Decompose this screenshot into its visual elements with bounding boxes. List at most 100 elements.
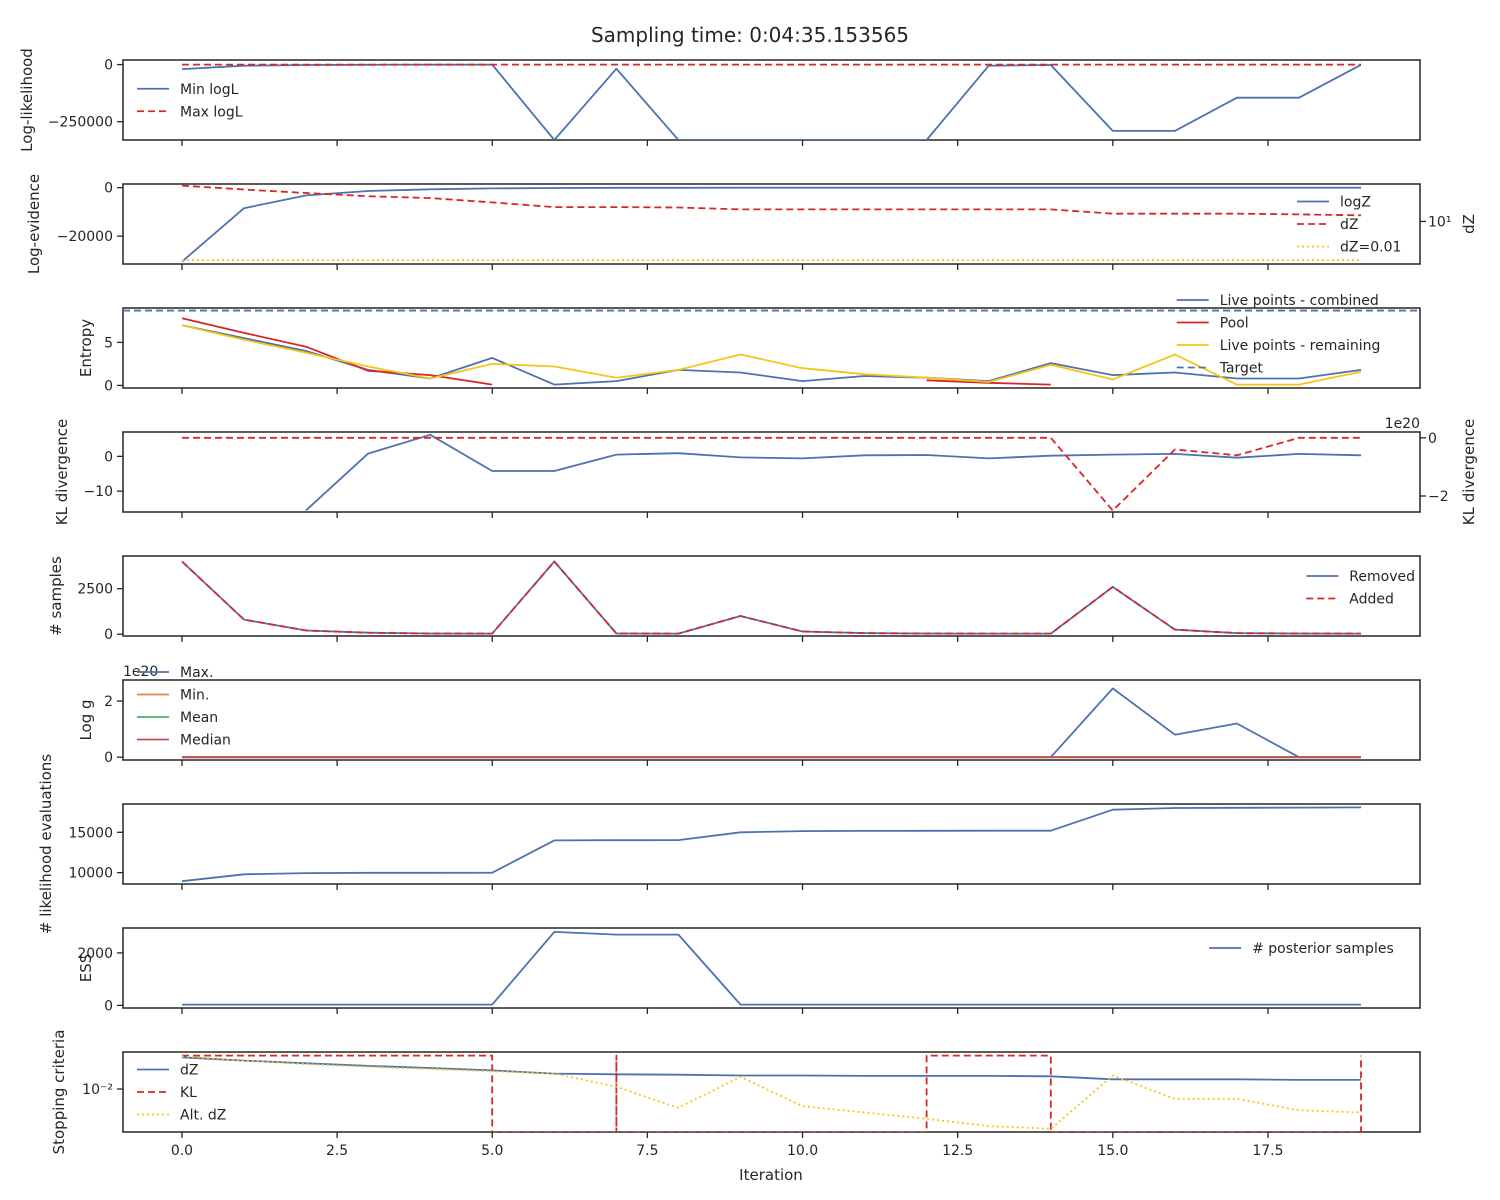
legend-label: # posterior samples: [1252, 941, 1394, 957]
y-tick-label: 0: [104, 378, 113, 394]
axes-frame: [122, 307, 1421, 389]
series-group: [181, 806, 1362, 883]
series-line-0: [182, 931, 1361, 1006]
legend-label: dZ=0.01: [1340, 240, 1401, 256]
axes-frame: [122, 927, 1421, 1009]
right-axis-label: KL divergence: [1460, 419, 1478, 525]
y-tick-label: 0: [104, 998, 113, 1014]
legend-label: Median: [180, 733, 231, 749]
axes-frame: [122, 555, 1421, 637]
x-tick-label: 12.5: [942, 1143, 973, 1159]
right-axis-label: dZ: [1460, 214, 1478, 234]
x-tick-label: 0.0: [171, 1143, 193, 1159]
y-axis-label: # samples: [47, 556, 65, 636]
y-axis-label: Entropy: [77, 319, 95, 377]
legend-label: Target: [1219, 361, 1264, 377]
series-line-0: [181, 560, 1362, 635]
legend-label: Mean: [180, 710, 218, 726]
y-tick-label: 0: [104, 750, 113, 766]
axes-frame: [122, 431, 1421, 513]
panel-4: 0 2500 # samples Removed Added: [47, 555, 1421, 643]
legend-label: Max.: [180, 665, 213, 681]
x-tick-label: 17.5: [1252, 1143, 1283, 1159]
x-tick-label: 15.0: [1097, 1143, 1128, 1159]
series-group: [182, 931, 1361, 1006]
y-axis-label: Log-likelihood: [18, 48, 36, 152]
figure-title: Sampling time: 0:04:35.153565: [591, 23, 909, 47]
series-line-0: [305, 433, 1362, 511]
panel-8: 0.0 2.5 5.0 7.5 10.0 12.5 15.0 17.5 10⁻² Stopping…: [50, 1030, 1421, 1159]
right-scale-note: 1e20: [1385, 416, 1420, 432]
right-tick-label: −2: [1428, 489, 1449, 505]
y-tick-label: −250000: [48, 115, 113, 131]
panel-1: 0 −20000 Log-evidence 10¹ dZ logZ dZ dZ=0.01: [25, 174, 1478, 274]
y-tick-label: 0: [104, 58, 113, 74]
legend-label: Min.: [180, 688, 209, 704]
x-tick-label: 10.0: [787, 1143, 818, 1159]
y-axis-label: # likelihood evaluations: [37, 754, 55, 934]
series-group: [181, 184, 1362, 263]
series-line-0: [182, 687, 1361, 759]
legend-label: Added: [1349, 592, 1394, 608]
series-line-0: [181, 806, 1362, 883]
legend-label: KL: [180, 1085, 197, 1101]
legend-label: logZ: [1340, 195, 1371, 211]
panel-7: 2000 0 ESS # posterior samples: [77, 927, 1421, 1014]
legend-label: dZ: [1340, 217, 1358, 233]
legend-label: Alt. dZ: [180, 1108, 226, 1124]
x-tick-label: 2.5: [326, 1143, 348, 1159]
series-group: [182, 687, 1361, 759]
series-line-2: [181, 1055, 1362, 1130]
axes-frame: [122, 59, 1421, 141]
series-line-0: [181, 324, 1362, 386]
x-axis-label: Iteration: [739, 1166, 803, 1184]
y-tick-label: 2: [104, 694, 113, 710]
legend-label: Live points - combined: [1220, 293, 1379, 309]
y-tick-label: 2000: [77, 946, 113, 962]
series-line-0: [181, 1056, 1361, 1081]
y-tick-label: −10: [83, 484, 113, 500]
series-line-1: [182, 436, 1361, 512]
series-group: [182, 433, 1362, 512]
series-line-1: [181, 317, 1051, 386]
right-tick-label: 0: [1428, 431, 1437, 447]
legend-label: Removed: [1349, 569, 1415, 585]
axes-frame: [122, 679, 1421, 761]
series-line-0: [181, 63, 1362, 140]
y-tick-label: 10⁻²: [82, 1082, 113, 1098]
y-axis-label: ESS: [77, 954, 95, 983]
series-line-1: [181, 184, 1362, 217]
series-group: [181, 63, 1362, 140]
legend-label: Pool: [1220, 316, 1249, 332]
panel-2: 0 5 Entropy Live points - combined Pool Live …: [77, 293, 1421, 394]
legend-label: dZ: [180, 1063, 198, 1079]
y-tick-label: 2500: [77, 582, 113, 598]
y-tick-label: 0: [104, 449, 113, 465]
y-axis-label: Stopping criteria: [50, 1030, 68, 1155]
x-tick-label: 7.5: [636, 1143, 658, 1159]
series-group: [181, 560, 1362, 635]
series-line-2: [181, 324, 1362, 386]
right-tick-label: 10¹: [1428, 214, 1451, 230]
legend-label: Max logL: [180, 104, 243, 120]
y-tick-label: 0: [104, 181, 113, 197]
x-tick-label: 5.0: [481, 1143, 503, 1159]
y-tick-label: −20000: [57, 229, 113, 245]
y-axis-label: Log g: [77, 699, 95, 740]
y-tick-label: 0: [104, 627, 113, 643]
y-tick-label: 15000: [68, 825, 113, 841]
series-line-0: [181, 186, 1361, 263]
panel-6: 15000 10000 # likelihood evaluations: [37, 754, 1421, 934]
y-axis-label: KL divergence: [53, 419, 71, 525]
series-line-1: [182, 1054, 1362, 1132]
axes-frame: [122, 803, 1421, 885]
y-tick-label: 5: [104, 335, 113, 351]
legend-label: Min logL: [180, 82, 239, 98]
series-group: [123, 309, 1420, 386]
panel-3: 0 −10 KL divergence 0 −2 KL divergence 1e20: [53, 416, 1478, 525]
panel-0: 0 −250000 Log-likelihood Min logL Max logL: [18, 48, 1421, 152]
series-group: [181, 1054, 1362, 1132]
